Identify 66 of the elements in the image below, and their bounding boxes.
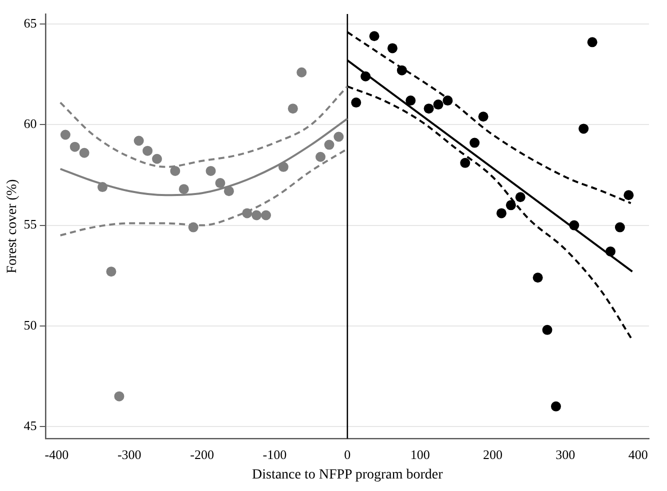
point <box>97 182 108 192</box>
point <box>406 96 416 106</box>
point <box>478 112 488 122</box>
y-tick-label: 45 <box>24 418 37 433</box>
x-tick-label: 100 <box>410 446 430 462</box>
point <box>296 67 307 78</box>
point <box>224 186 234 196</box>
point <box>360 71 371 82</box>
point <box>624 190 634 200</box>
point <box>460 158 470 168</box>
point <box>515 192 526 202</box>
point <box>532 272 543 283</box>
point <box>334 132 344 142</box>
point <box>324 140 334 150</box>
point <box>178 184 189 194</box>
point <box>79 148 90 158</box>
point <box>134 136 144 146</box>
point <box>433 100 444 110</box>
x-tick-label: 300 <box>556 446 576 462</box>
y-tick-label: 55 <box>24 216 37 232</box>
point <box>587 37 598 48</box>
x-tick-label: -300 <box>117 446 142 462</box>
point <box>550 401 561 412</box>
point <box>569 220 580 230</box>
point <box>106 266 116 277</box>
point <box>542 324 552 335</box>
point <box>261 210 272 220</box>
point <box>369 31 380 42</box>
point <box>470 138 480 148</box>
point <box>387 43 398 54</box>
line-series <box>59 118 348 196</box>
point <box>288 104 298 114</box>
point <box>215 178 226 188</box>
x-tick-label: 400 <box>628 446 648 462</box>
point <box>70 142 80 152</box>
y-tick-label: 65 <box>24 15 37 30</box>
point <box>142 146 153 156</box>
point <box>188 222 198 232</box>
point <box>506 200 516 210</box>
point <box>424 104 434 114</box>
line-series <box>59 148 348 236</box>
y-tick-label: 60 <box>24 116 37 132</box>
x-tick-label: -400 <box>44 446 69 462</box>
point <box>152 154 162 164</box>
point <box>252 210 262 220</box>
point <box>242 208 252 218</box>
point <box>60 130 70 140</box>
point <box>114 391 124 402</box>
point <box>605 246 616 256</box>
point <box>316 152 326 162</box>
point <box>351 98 362 108</box>
point <box>578 124 589 134</box>
point <box>442 96 453 106</box>
point <box>278 162 288 172</box>
x-tick-label: 200 <box>483 446 502 462</box>
point <box>206 166 216 176</box>
point <box>614 222 625 232</box>
point <box>496 208 506 218</box>
y-tick-label: 50 <box>24 317 37 332</box>
x-tick-label: -200 <box>190 446 214 462</box>
point <box>396 65 407 76</box>
y-axis-title: Forest cover (%) <box>5 178 20 274</box>
x-tick-label: 0 <box>344 446 351 462</box>
point <box>170 166 180 176</box>
x-tick-label: -100 <box>262 446 287 462</box>
x-axis-title: Distance to NFPP program border <box>252 467 444 482</box>
